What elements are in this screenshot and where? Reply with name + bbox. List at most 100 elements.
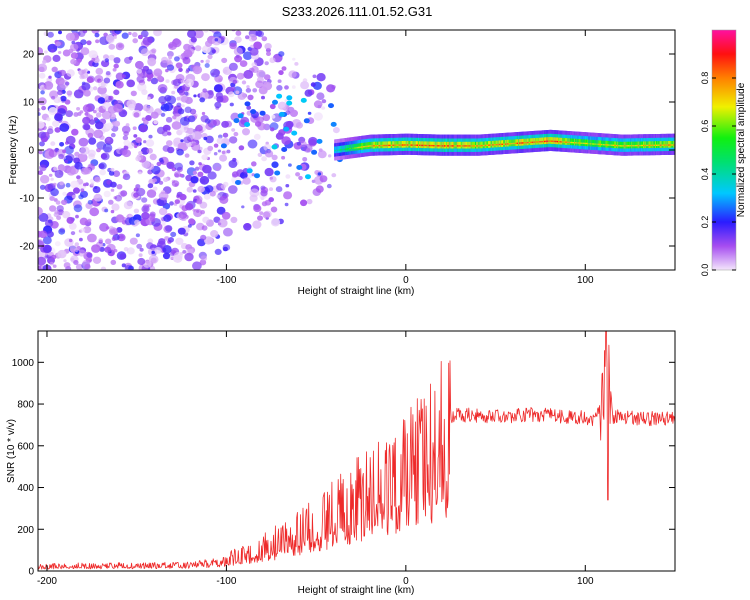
spectrogram-cell — [81, 82, 91, 91]
spectrogram-cell — [150, 77, 158, 85]
spectrogram-cell — [251, 161, 257, 167]
spectrogram-cell — [133, 144, 138, 149]
spectrogram-cell — [44, 255, 49, 259]
spectrogram-cell — [559, 141, 562, 143]
spectrogram-cell — [86, 252, 93, 258]
spectrogram-cell — [298, 175, 303, 181]
spectrogram-cell — [197, 149, 202, 154]
spectrogram-cell — [97, 97, 106, 104]
spectrogram-cell — [197, 238, 206, 247]
spectrogram-cell — [65, 182, 71, 188]
spectrogram-cell — [42, 59, 47, 64]
snr-series-line — [38, 331, 675, 570]
spectrogram-cell — [238, 145, 245, 151]
spectrogram-cell — [313, 112, 323, 121]
spectrogram-cell — [636, 144, 639, 147]
spectrogram-cell — [161, 56, 169, 64]
snr-x-label: Height of straight line (km) — [298, 585, 415, 596]
spectrogram-cell — [80, 47, 90, 56]
spectrogram-x-tick-label: -200 — [37, 275, 57, 286]
spectrogram-cell — [269, 127, 275, 132]
spectrogram-x-tick-label: -100 — [216, 275, 236, 286]
spectrogram-cell — [135, 60, 144, 69]
spectrogram-cell — [152, 186, 158, 191]
spectrogram-cell — [80, 190, 88, 198]
spectrogram-cell — [49, 261, 54, 266]
spectrogram-cell — [79, 110, 84, 114]
spectrogram-cell — [48, 173, 53, 177]
snr-x-tick-label: -200 — [37, 576, 57, 587]
spectrogram-cell — [566, 141, 569, 143]
spectrogram-cell — [143, 119, 149, 125]
spectrogram-cell — [161, 130, 169, 137]
spectrogram-cell — [138, 171, 142, 175]
spectrogram-cell — [139, 124, 148, 133]
spectrogram-cell — [68, 238, 73, 243]
spectrogram-cell — [58, 30, 62, 35]
spectrogram-cell — [191, 142, 201, 151]
spectrogram-cell — [228, 160, 238, 168]
spectrogram-cell — [261, 201, 268, 207]
spectrogram-cell — [333, 127, 340, 134]
spectrogram-cell — [321, 106, 326, 110]
spectrogram-cell — [87, 132, 94, 138]
spectrogram-y-tick-label: 20 — [23, 50, 35, 61]
spectrogram-cell — [233, 118, 240, 124]
spectrogram-cell — [138, 253, 143, 257]
spectrogram-cell — [101, 110, 112, 120]
spectrogram-cell — [176, 148, 184, 156]
spectrogram-cell — [622, 145, 625, 147]
snr-y-tick-label: 600 — [17, 441, 34, 452]
spectrogram-cell — [207, 145, 214, 151]
spectrogram-cell — [158, 238, 166, 245]
spectrogram-cell — [169, 201, 174, 206]
spectrogram-cell — [207, 0, 215, 5]
spectrogram-cell — [128, 265, 134, 270]
spectrogram-cell — [65, 110, 73, 118]
spectrogram-cell — [104, 58, 110, 63]
spectrogram-cell — [44, 50, 48, 54]
spectrogram-cell — [200, 255, 208, 262]
spectrogram-cell — [213, 143, 219, 148]
spectrogram-cell — [136, 243, 143, 249]
spectrogram-cell — [283, 126, 290, 132]
spectrogram-cell — [174, 199, 180, 205]
spectrogram-cell — [75, 214, 79, 219]
spectrogram-cell — [246, 168, 253, 174]
spectrogram-cell — [93, 186, 98, 189]
spectrogram-cell — [243, 223, 252, 231]
spectrogram-cell — [219, 195, 229, 204]
spectrogram-cell — [137, 34, 143, 40]
figure-title: S233.2026.111.01.52.G31 — [282, 4, 433, 19]
spectrogram-x-tick-label: 0 — [403, 275, 409, 286]
spectrogram-cell — [80, 228, 86, 233]
spectrogram-cell — [517, 142, 520, 144]
spectrogram-cell — [218, 78, 223, 82]
spectrogram-cell — [228, 185, 238, 194]
spectrogram-cell — [201, 111, 206, 116]
spectrogram-cell — [292, 57, 296, 61]
spectrogram-cell — [91, 244, 101, 253]
spectrogram-cell — [110, 167, 115, 172]
spectrogram-cell — [205, 122, 214, 130]
colorbar-tick-label: 0.0 — [700, 264, 710, 277]
spectrogram-cell — [53, 182, 57, 186]
spectrogram-cell — [230, 216, 238, 224]
spectrogram-cell — [177, 227, 186, 235]
spectrogram-cell — [251, 62, 257, 68]
spectrogram-cell — [93, 109, 97, 114]
spectrogram-cell — [50, 141, 56, 146]
spectrogram-cell — [71, 128, 79, 136]
spectrogram-cell — [70, 52, 78, 59]
spectrogram-cell — [111, 203, 120, 211]
spectrogram-cell — [70, 248, 75, 253]
spectrogram-cell — [82, 104, 92, 113]
spectrogram-cell — [186, 142, 192, 148]
spectrogram-cell — [321, 99, 327, 104]
spectrogram-cell — [184, 252, 194, 262]
spectrogram-cell — [46, 117, 51, 122]
spectrogram-cell — [70, 257, 75, 262]
spectrogram-cell — [113, 35, 117, 40]
spectrogram-cell — [80, 146, 90, 156]
spectrogram-cell — [38, 206, 43, 216]
